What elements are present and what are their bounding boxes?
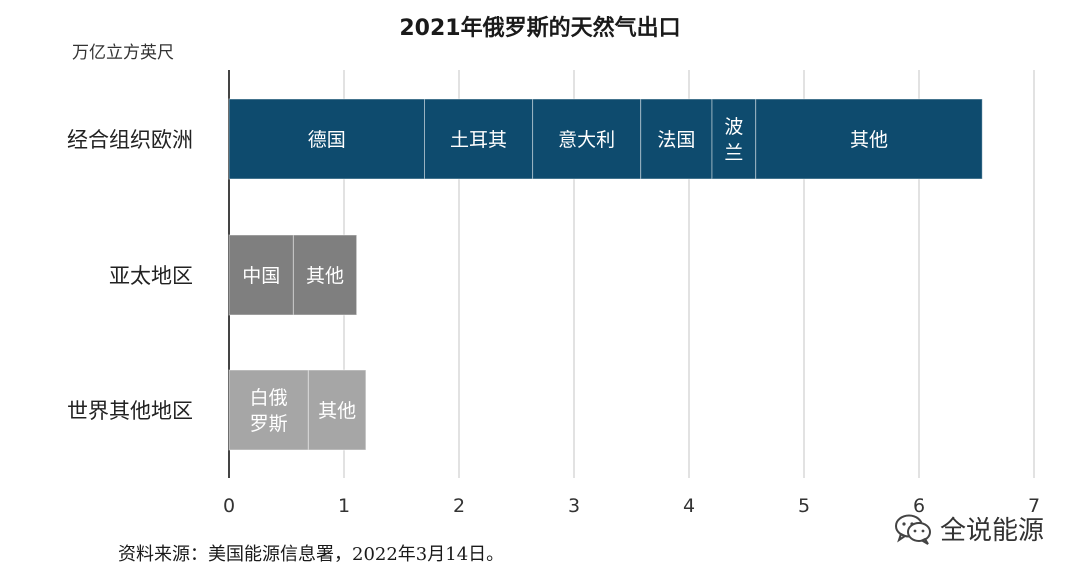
x-tick-label: 3 xyxy=(568,495,580,517)
source-note: 资料来源：美国能源信息署，2022年3月14日。 xyxy=(118,544,505,565)
segment-label: 其他 xyxy=(318,400,356,422)
segment-label: 土耳其 xyxy=(450,129,507,151)
bar-segment xyxy=(228,369,309,451)
x-tick-label: 5 xyxy=(798,495,810,517)
segment-label: 白俄罗斯 xyxy=(250,387,288,435)
segment-label: 波兰 xyxy=(724,116,743,164)
watermark: 全说能源 xyxy=(894,510,1044,547)
unit-label: 万亿立方英尺 xyxy=(72,43,174,63)
segment-label: 中国 xyxy=(242,265,280,287)
bar-segment xyxy=(711,98,757,180)
bar-segment xyxy=(755,98,983,180)
wechat-icon xyxy=(894,514,931,545)
bar-segment xyxy=(424,98,534,180)
category-label: 世界其他地区 xyxy=(67,399,193,423)
x-tick-label: 6 xyxy=(913,495,925,517)
segment-label: 意大利 xyxy=(558,129,615,151)
x-tick-labels: 0 1 2 3 4 5 6 7 xyxy=(223,495,1040,517)
chart-title: 2021年俄罗斯的天然气出口 xyxy=(399,16,681,41)
segment-label: 德国 xyxy=(308,129,346,151)
bar-segment xyxy=(292,234,358,316)
segment-label: 其他 xyxy=(850,129,888,151)
bar-segment xyxy=(532,98,642,180)
x-tick-label: 1 xyxy=(338,495,350,517)
segment-label: 其他 xyxy=(306,265,344,287)
bar-segment xyxy=(228,234,294,316)
x-tick-label: 4 xyxy=(683,495,695,517)
x-tick-label: 7 xyxy=(1028,495,1040,517)
category-label: 亚太地区 xyxy=(109,264,193,288)
segment-label: 法国 xyxy=(657,129,695,151)
x-tick-label: 2 xyxy=(453,495,465,517)
bar-segment xyxy=(307,369,367,451)
watermark-text: 全说能源 xyxy=(939,516,1044,546)
bar-segment xyxy=(228,98,425,180)
bar-segment xyxy=(640,98,713,180)
category-label: 经合组织欧洲 xyxy=(67,128,193,152)
x-tick-label: 0 xyxy=(223,495,235,517)
